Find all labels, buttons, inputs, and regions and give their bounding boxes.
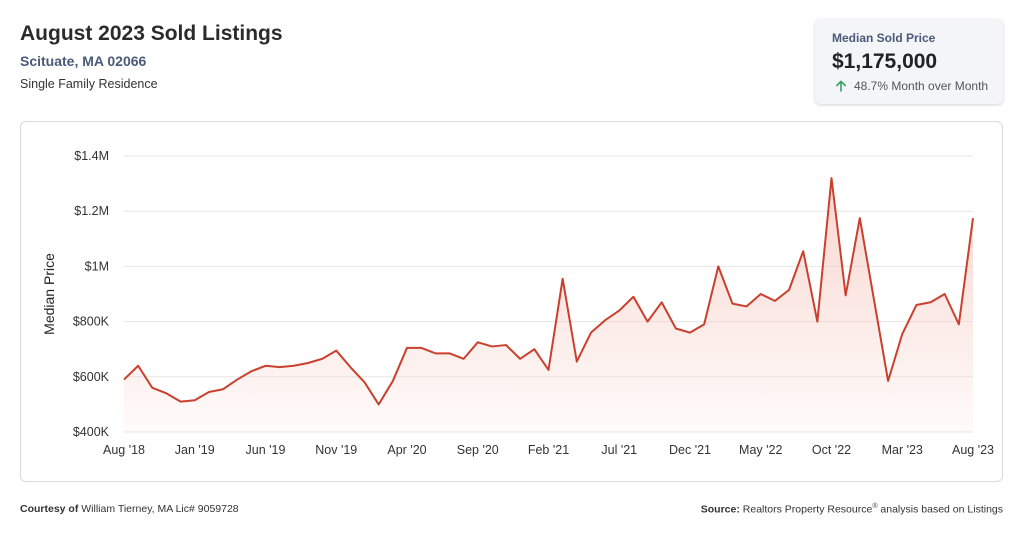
y-tick-label: $800K (73, 315, 110, 329)
x-tick-label: Nov '19 (315, 443, 357, 457)
stat-label: Median Sold Price (832, 31, 936, 45)
y-tick-label: $400K (73, 425, 110, 439)
series-area (124, 178, 973, 432)
y-tick-label: $1.4M (74, 149, 109, 163)
series-line (123, 177, 974, 406)
stat-change-text: 48.7% Month over Month (854, 79, 989, 93)
x-tick-label: Dec '21 (669, 443, 711, 457)
y-axis-label: Median Price (41, 253, 57, 335)
source-text-suffix: analysis based on Listings (877, 503, 1003, 516)
courtesy-footer: Courtesy of William Tierney, MA Lic# 905… (20, 503, 239, 515)
location-subtitle: Scituate, MA 02066 (20, 53, 147, 69)
x-tick-label: Oct '22 (812, 443, 851, 457)
page-title: August 2023 Sold Listings (20, 22, 283, 45)
registered-mark: ® (872, 503, 878, 510)
x-tick-label: Mar '23 (882, 443, 923, 457)
chart-card: $400K $600K $800K $1M $1.2M $1.4M Aug '18 Jan '… (20, 121, 1003, 482)
median-price-card: Median Sold Price $1,175,000 48.7% Month… (815, 19, 1003, 104)
courtesy-text: William Tierney, MA Lic# 9059728 (81, 503, 239, 515)
courtesy-label: Courtesy of (20, 503, 79, 515)
y-tick-label: $600K (73, 370, 110, 384)
arrow-up-icon (836, 80, 846, 92)
source-label: Source: (700, 503, 740, 516)
x-tick-label: Aug '18 (103, 443, 145, 457)
y-tick-label: $1M (85, 259, 109, 273)
x-tick-label: Aug '23 (952, 443, 994, 457)
x-tick-label: Sep '20 (457, 443, 499, 457)
x-tick-label: Jun '19 (246, 443, 286, 457)
y-tick-label: $1.2M (74, 204, 109, 218)
x-tick-label: Apr '20 (387, 443, 426, 457)
stat-value: $1,175,000 (832, 50, 938, 73)
source-footer: Source: Realtors Property Resource® anal… (701, 503, 1003, 516)
median-price-chart: $400K $600K $800K $1M $1.2M $1.4M Aug '18 Jan '… (41, 149, 994, 457)
property-type-label: Single Family Residence (20, 77, 158, 91)
x-tick-label: Jul '21 (601, 443, 637, 457)
x-tick-label: Feb '21 (528, 443, 569, 457)
stat-change: 48.7% Month over Month (835, 79, 988, 93)
source-text: Realtors Property Resource (742, 503, 873, 516)
x-tick-label: May '22 (739, 443, 782, 457)
x-tick-label: Jan '19 (175, 443, 215, 457)
